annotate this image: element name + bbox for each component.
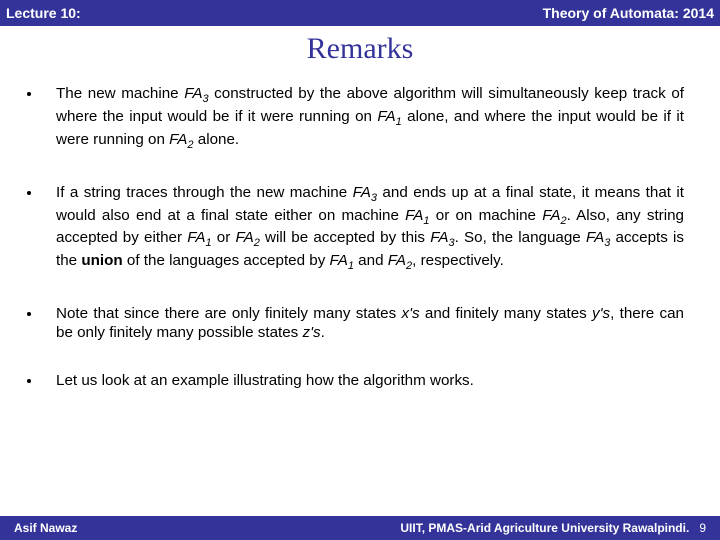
content-area: The new machine FA3 constructed by the a… bbox=[0, 84, 720, 390]
institution-label: UIIT, PMAS-Arid Agriculture University R… bbox=[400, 521, 689, 535]
author-label: Asif Nawaz bbox=[14, 521, 77, 535]
header-bar: Lecture 10: Theory of Automata: 2014 bbox=[0, 0, 720, 26]
bullet-list: The new machine FA3 constructed by the a… bbox=[42, 84, 684, 390]
footer-bar: Asif Nawaz UIIT, PMAS-Arid Agriculture U… bbox=[0, 516, 720, 540]
slide-title: Remarks bbox=[0, 32, 720, 66]
page-number: 9 bbox=[699, 521, 706, 535]
lecture-label: Lecture 10: bbox=[6, 5, 81, 21]
course-label: Theory of Automata: 2014 bbox=[543, 5, 714, 21]
bullet-1: The new machine FA3 constructed by the a… bbox=[42, 84, 684, 153]
bullet-4: Let us look at an example illustrating h… bbox=[42, 371, 684, 390]
bullet-3: Note that since there are only finitely … bbox=[42, 304, 684, 342]
bullet-2: If a string traces through the new machi… bbox=[42, 183, 684, 275]
